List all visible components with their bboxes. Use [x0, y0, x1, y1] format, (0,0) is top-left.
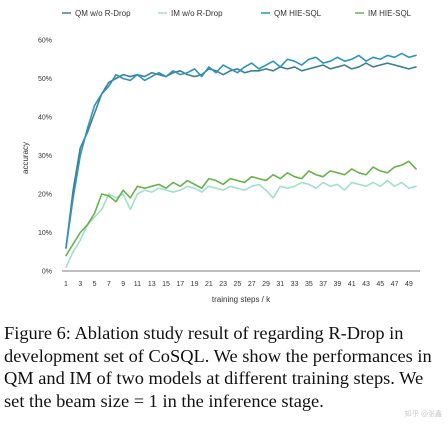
x-tick-label: 37	[319, 281, 327, 288]
legend-label: QM HIE-SQL	[274, 9, 322, 18]
x-tick-label: 21	[205, 281, 213, 288]
x-tick-label: 45	[376, 281, 384, 288]
series-line	[65, 52, 417, 249]
x-tick-label: 31	[276, 281, 284, 288]
y-tick-label: 60%	[38, 38, 52, 45]
x-tick-label: 13	[148, 281, 156, 288]
x-tick-label: 49	[405, 281, 413, 288]
x-tick-label: 15	[162, 281, 170, 288]
x-tick-label: 35	[305, 281, 313, 288]
y-tick-label: 40%	[38, 115, 52, 122]
series-lines	[65, 52, 417, 268]
x-tick-label: 11	[134, 281, 141, 288]
x-tick-label: 3	[78, 281, 82, 288]
y-tick-label: 30%	[38, 153, 52, 160]
series-line	[65, 160, 417, 257]
series-line	[65, 179, 417, 268]
x-tick-label: 29	[262, 281, 270, 288]
x-tick-label: 43	[362, 281, 370, 288]
x-tick-label: 33	[291, 281, 299, 288]
legend-label: QM w/o R-Drop	[75, 9, 131, 18]
x-tick-label: 23	[219, 281, 227, 288]
x-tick-label: 7	[107, 281, 111, 288]
x-tick-label: 1	[64, 281, 68, 288]
x-tick-label: 25	[234, 281, 242, 288]
accuracy-line-chart: QM w/o R-Drop IM w/o R-Drop QM HIE-SQL IM H…	[21, 9, 420, 304]
x-tick-label: 47	[391, 281, 399, 288]
x-tick-label: 19	[191, 281, 199, 288]
x-tick-label: 41	[348, 281, 356, 288]
y-tick-label: 20%	[38, 192, 52, 199]
x-axis-label: training steps / k	[212, 295, 271, 304]
x-tick-label: 5	[93, 281, 97, 288]
watermark: 知乎 @张鑫	[404, 410, 442, 418]
x-tick-label: 17	[176, 281, 184, 288]
x-tick-label: 9	[121, 281, 125, 288]
y-tick-label: 50%	[38, 76, 52, 83]
x-tick-label: 39	[334, 281, 342, 288]
legend-label: IM HIE-SQL	[368, 9, 412, 18]
y-tick-label: 10%	[38, 230, 52, 237]
y-tick-label: 0%	[42, 269, 52, 276]
series-line	[65, 62, 417, 249]
x-tick-label: 27	[248, 281, 256, 288]
figure-caption: Figure 6: Ablation study result of regar…	[4, 323, 432, 411]
y-axis: 0% 10% 20% 30% 40% 50% 60%	[38, 38, 52, 276]
x-axis: 1 3 5 7 9 11 13 15 17 19 21 23 25 27 29 31 33 35 37 39 41 43 4…	[64, 281, 413, 288]
legend-label: IM w/o R-Drop	[171, 9, 223, 18]
chart-legend: QM w/o R-Drop IM w/o R-Drop QM HIE-SQL IM H…	[62, 9, 412, 18]
y-axis-label: accuracy	[21, 142, 30, 174]
